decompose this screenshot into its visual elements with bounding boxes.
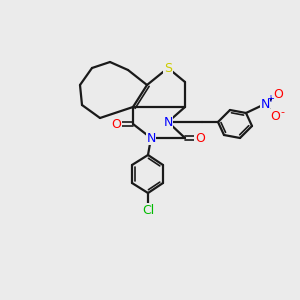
Text: O: O <box>273 88 283 100</box>
Text: S: S <box>164 61 172 74</box>
Text: +: + <box>266 94 274 104</box>
Text: N: N <box>163 116 173 128</box>
Text: O: O <box>111 118 121 130</box>
Text: N: N <box>146 131 156 145</box>
Text: N: N <box>260 98 270 110</box>
Text: Cl: Cl <box>142 203 154 217</box>
Text: O: O <box>270 110 280 122</box>
Text: -: - <box>280 107 284 117</box>
Text: O: O <box>195 131 205 145</box>
